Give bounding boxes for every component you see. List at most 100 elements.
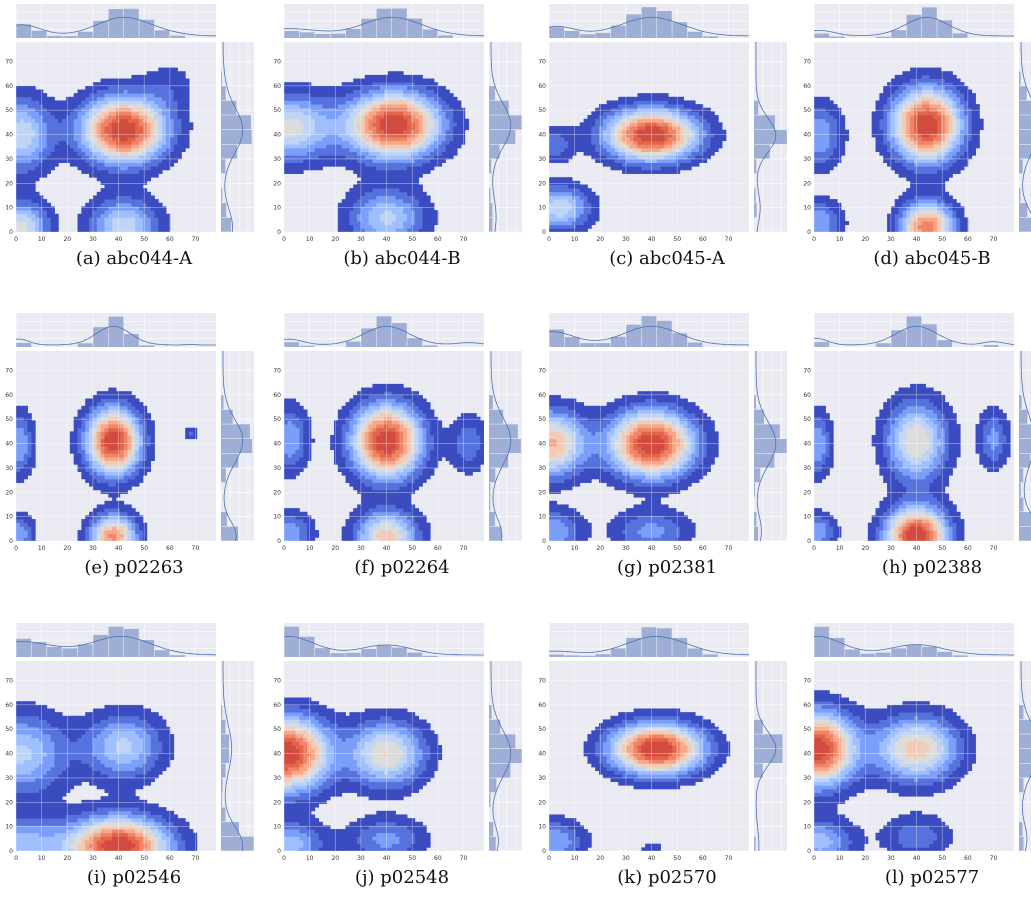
y-hist-bar	[221, 218, 231, 232]
y-hist-bar	[1019, 764, 1031, 778]
y-tick-label: 40	[273, 132, 281, 139]
x-hist-bar	[937, 652, 952, 657]
x-hist-bar	[860, 654, 875, 657]
y-hist-bar	[221, 837, 254, 851]
y-hist-bar	[221, 793, 222, 807]
density-contours	[284, 698, 442, 852]
x-tick-label: 60	[964, 545, 972, 552]
y-tick-label: 0	[542, 848, 546, 855]
subplot-caption: (c) abc045-A	[539, 248, 795, 269]
y-tick-label: 70	[273, 58, 281, 65]
x-hist-bar	[155, 30, 170, 38]
subplot-caption: (g) p02381	[539, 557, 795, 578]
y-hist-bar	[489, 218, 492, 232]
x-tick-label: 40	[648, 855, 656, 862]
y-tick-label: 40	[273, 441, 281, 448]
y-hist-bar	[489, 497, 490, 511]
subplot-caption: (a) abc044-A	[6, 248, 262, 269]
x-hist-bar	[657, 628, 672, 657]
y-tick-label: 10	[5, 824, 13, 831]
y-tick-label: 60	[273, 392, 281, 399]
x-tick-label: 20	[861, 545, 869, 552]
y-hist-bar	[489, 410, 503, 424]
y-hist-bar	[1019, 115, 1031, 129]
x-tick-label: 50	[408, 545, 416, 552]
x-hist-bar	[78, 644, 93, 657]
y-tick-label: 60	[5, 392, 13, 399]
x-hist-bar	[672, 333, 687, 347]
y-tick-label: 30	[538, 156, 546, 163]
y-tick-label: 60	[538, 702, 546, 709]
y-hist-bar	[754, 527, 758, 541]
y-hist-bar	[489, 86, 495, 100]
x-tick-label: 0	[282, 855, 286, 862]
y-tick-label: 40	[538, 751, 546, 758]
x-hist-bar	[170, 655, 185, 657]
x-tick-label: 30	[622, 545, 630, 552]
x-tick-label: 50	[408, 236, 416, 243]
x-hist-bar	[78, 32, 93, 38]
y-tick-label: 70	[538, 58, 546, 65]
y-hist-bar	[1019, 705, 1023, 719]
y-tick-label: 30	[5, 465, 13, 472]
x-tick-label: 60	[699, 855, 707, 862]
x-tick-label: 70	[990, 545, 998, 552]
x-tick-label: 20	[63, 855, 71, 862]
x-tick-label: 0	[812, 236, 816, 243]
y-tick-label: 40	[5, 132, 13, 139]
x-hist-bar	[595, 654, 610, 657]
y-tick-label: 60	[803, 392, 811, 399]
x-hist-bar	[32, 31, 47, 38]
x-tick-label: 20	[596, 545, 604, 552]
y-tick-label: 30	[273, 465, 281, 472]
x-hist-bar	[688, 32, 703, 38]
y-tick-label: 70	[273, 367, 281, 374]
x-tick-label: 50	[938, 855, 946, 862]
x-hist-bar	[907, 645, 922, 657]
y-hist-bar	[489, 483, 490, 497]
x-tick-label: 70	[192, 236, 200, 243]
x-hist-bar	[346, 342, 361, 347]
x-hist-bar	[300, 346, 315, 347]
x-tick-label: 40	[913, 236, 921, 243]
y-hist-bar	[1019, 188, 1020, 202]
x-tick-label: 70	[460, 236, 468, 243]
y-tick-label: 50	[273, 416, 281, 423]
y-tick-label: 50	[5, 726, 13, 733]
y-tick-label: 10	[273, 205, 281, 212]
y-tick-label: 60	[803, 83, 811, 90]
y-tick-label: 10	[803, 824, 811, 831]
y-hist-bar	[221, 203, 226, 217]
x-tick-label: 70	[460, 855, 468, 862]
x-tick-label: 30	[887, 545, 895, 552]
y-hist-bar	[754, 188, 756, 202]
x-tick-label: 30	[89, 855, 97, 862]
y-tick-label: 40	[538, 441, 546, 448]
y-tick-label: 20	[273, 799, 281, 806]
y-hist-bar	[1019, 734, 1031, 748]
x-hist-bar	[703, 654, 718, 657]
x-hist-bar	[62, 648, 77, 657]
subplot-caption: (e) p02263	[6, 557, 262, 578]
y-tick-label: 60	[5, 83, 13, 90]
y-tick-label: 50	[273, 726, 281, 733]
y-tick-label: 30	[538, 775, 546, 782]
x-tick-label: 10	[836, 236, 844, 243]
x-hist-bar	[580, 34, 595, 38]
x-hist-bar	[377, 316, 392, 347]
subplot-caption: (i) p02546	[6, 867, 262, 888]
x-tick-label: 20	[331, 855, 339, 862]
y-tick-label: 0	[807, 229, 811, 236]
x-tick-label: 70	[460, 545, 468, 552]
y-tick-label: 0	[277, 848, 281, 855]
x-hist-bar	[62, 36, 77, 38]
y-hist-bar	[489, 439, 521, 453]
y-hist-bar	[1019, 410, 1028, 424]
y-hist-bar	[221, 159, 225, 173]
x-hist-bar	[438, 35, 453, 38]
y-hist-bar	[1019, 159, 1023, 173]
y-hist-bar	[1019, 395, 1022, 409]
y-hist-bar	[754, 410, 764, 424]
x-hist-bar	[300, 32, 315, 38]
y-hist-bar	[489, 203, 492, 217]
